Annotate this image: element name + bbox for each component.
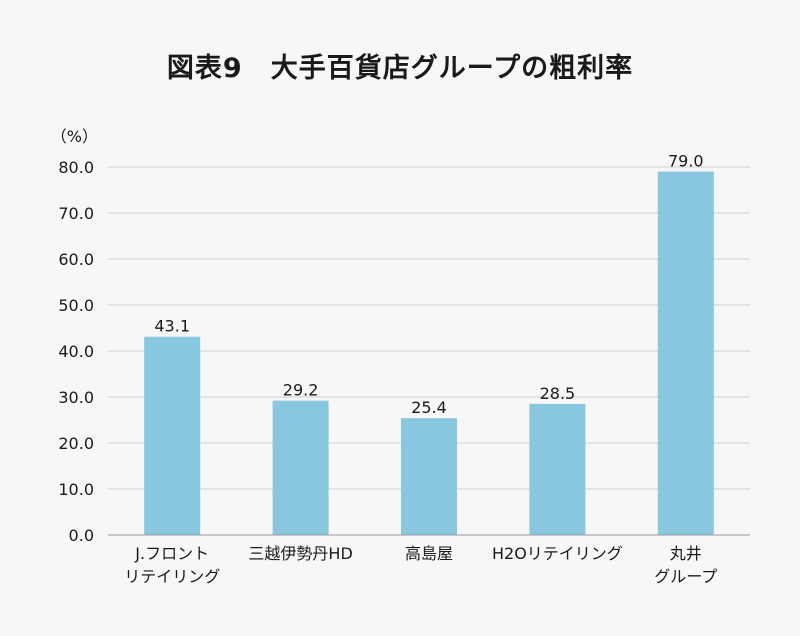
y-tick-label: 0.0 (69, 526, 94, 545)
bar (529, 403, 586, 535)
data-label: 43.1 (154, 317, 190, 336)
data-labels: 43.1 29.2 25.4 28.5 79.0 (154, 152, 703, 418)
data-label: 28.5 (540, 384, 576, 403)
y-tick-label: 60.0 (58, 250, 94, 269)
bar (272, 400, 329, 535)
x-category-label-line: 丸井 (670, 544, 702, 563)
x-category-label: H2Oリテイリング (492, 544, 623, 563)
y-tick-label: 10.0 (58, 480, 94, 499)
bars (144, 171, 714, 535)
y-tick-label: 70.0 (58, 204, 94, 223)
x-category-label-line: 高島屋 (405, 544, 453, 563)
chart-title: 図表9 大手百貨店グループの粗利率 (166, 53, 634, 84)
x-category-label-line: 三越伊勢丹HD (248, 544, 352, 563)
y-tick-label: 20.0 (58, 434, 94, 453)
y-tick-label: 30.0 (58, 388, 94, 407)
bar (401, 418, 457, 535)
data-label: 29.2 (283, 381, 319, 400)
y-tick-label: 40.0 (58, 342, 94, 361)
axes: 0.0 10.0 20.0 30.0 40.0 50.0 60.0 70.0 80.0 J.フロン… (58, 158, 750, 586)
x-category-label-line: J.フロント (134, 544, 209, 563)
x-category-label: 三越伊勢丹HD (248, 544, 352, 563)
x-category-label-line: リテイリング (124, 567, 220, 586)
x-category-label: J.フロントリテイリング (124, 544, 220, 586)
x-category-label-line: グループ (654, 567, 717, 586)
y-tick-label: 50.0 (58, 296, 94, 315)
data-label: 25.4 (411, 398, 447, 417)
x-category-label-line: H2Oリテイリング (492, 544, 623, 563)
y-axis-unit: （%） (51, 127, 98, 146)
data-label: 79.0 (668, 152, 704, 171)
x-category-label: 丸井グループ (654, 544, 717, 586)
bar (657, 171, 714, 535)
bar (144, 336, 201, 535)
x-category-label: 高島屋 (405, 544, 453, 563)
y-tick-label: 80.0 (58, 158, 94, 177)
